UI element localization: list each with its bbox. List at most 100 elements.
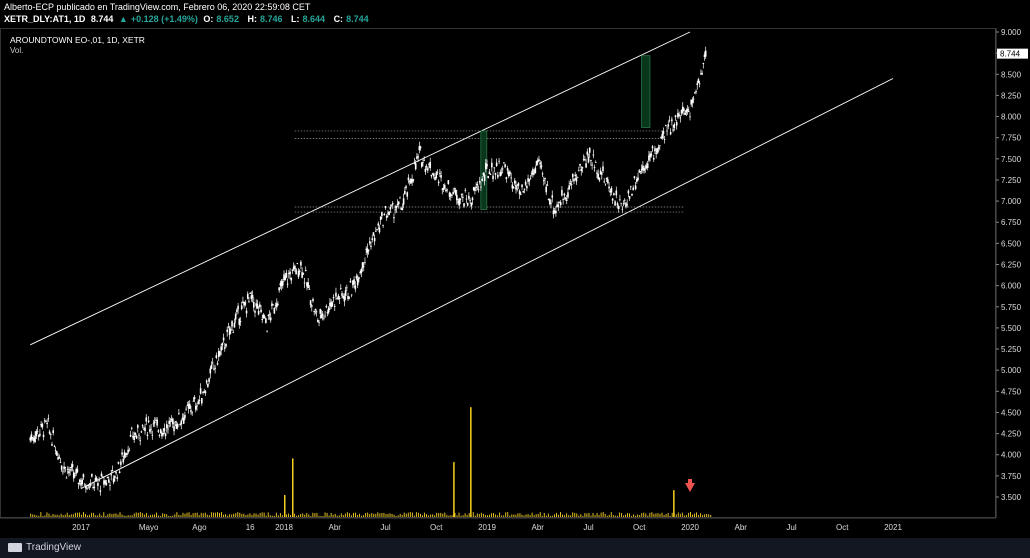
price-chart[interactable]: 9.0008.7508.5008.2508.0007.7507.5007.250… — [0, 0, 1030, 538]
candle-body — [602, 166, 604, 171]
volume-bar — [395, 515, 397, 517]
candle-body — [250, 295, 253, 299]
candle-body — [117, 461, 120, 464]
volume-bar — [87, 515, 88, 517]
candle-body — [675, 122, 678, 126]
candle-body — [513, 180, 516, 184]
candle-body — [266, 330, 268, 332]
candle-body — [660, 136, 662, 138]
candle-body — [526, 185, 528, 189]
candle-body — [49, 434, 52, 436]
candle-body — [226, 329, 229, 332]
volume-bar — [184, 513, 186, 517]
volume-bar — [667, 512, 669, 517]
candle-body — [147, 420, 150, 423]
y-tick-label: 5.750 — [1001, 303, 1022, 312]
volume-bar — [324, 512, 326, 517]
candle-body — [199, 388, 202, 394]
volume-bar — [340, 513, 342, 517]
candle-body — [249, 292, 251, 294]
volume-spike — [284, 495, 286, 517]
y-tick-label: 4.750 — [1001, 387, 1022, 396]
volume-bar — [444, 512, 446, 517]
candle-body — [371, 238, 374, 240]
candle-body — [419, 146, 422, 149]
volume-bar — [698, 515, 700, 517]
volume-bar — [568, 515, 570, 517]
volume-bar — [168, 515, 170, 517]
tradingview-brand[interactable]: TradingView — [8, 542, 81, 553]
candle-body — [516, 188, 519, 190]
x-tick-label: Ago — [192, 523, 207, 532]
candle-body — [559, 202, 562, 206]
candle-body — [367, 249, 370, 252]
volume-bar — [231, 514, 233, 517]
candle-body — [203, 391, 206, 393]
volume-bar — [515, 514, 517, 517]
candle-body — [304, 269, 307, 272]
candle-body — [680, 109, 683, 114]
candle-body — [634, 185, 637, 190]
candle-body — [524, 181, 527, 185]
candle-body — [54, 450, 57, 451]
candle-body — [506, 168, 509, 171]
candle-body — [587, 157, 590, 163]
volume-bar — [119, 512, 121, 517]
volume-bar — [527, 514, 529, 517]
candle-body — [278, 287, 280, 291]
volume-bar — [521, 514, 523, 517]
volume-bar — [580, 514, 582, 517]
candle-body — [463, 203, 465, 207]
candle-body — [99, 490, 102, 492]
candle-body — [609, 191, 612, 193]
candle-body — [201, 398, 203, 404]
candle-body — [254, 310, 256, 313]
candle-body — [679, 117, 682, 119]
volume-bar — [415, 512, 417, 517]
candle-body — [331, 302, 334, 307]
candle-body — [383, 213, 386, 216]
y-tick-label: 7.000 — [1001, 197, 1022, 206]
candle-body — [180, 420, 183, 425]
candle-body — [464, 189, 467, 191]
y-tick-label: 5.000 — [1001, 366, 1022, 375]
volume-bar — [625, 514, 626, 517]
candle-body — [34, 436, 36, 443]
candle-body — [410, 178, 412, 184]
volume-bar — [198, 515, 200, 517]
candle-body — [534, 167, 537, 173]
candle-body — [546, 184, 549, 186]
candle-body — [33, 437, 35, 442]
volume-bar — [491, 513, 492, 517]
volume-bar — [36, 515, 38, 517]
candle-body — [663, 138, 666, 140]
candle-body — [88, 486, 91, 488]
volume-bar — [586, 513, 588, 517]
volume-bar — [702, 515, 704, 517]
candle-body — [476, 183, 479, 186]
candle-body — [528, 179, 531, 182]
volume-bar — [101, 515, 103, 517]
candle-body — [440, 175, 442, 178]
candle-body — [445, 189, 447, 192]
candle-body — [393, 217, 395, 219]
candle-body — [214, 367, 216, 369]
candle-body — [209, 368, 212, 374]
close-label: C: 8.744 — [333, 14, 369, 24]
candle-body — [700, 73, 702, 75]
volume-bar — [139, 512, 141, 517]
x-tick-label: Oct — [633, 523, 646, 532]
candle-body — [205, 380, 208, 383]
volume-bar — [273, 515, 275, 517]
candle-body — [418, 146, 421, 151]
volume-bar — [332, 514, 334, 517]
low-label: L: 8.644 — [291, 14, 326, 24]
candle-body — [486, 164, 488, 167]
candle-body — [671, 119, 673, 122]
candle-body — [221, 342, 224, 346]
candle-body — [109, 485, 111, 486]
volume-bar — [210, 512, 212, 517]
volume-bar — [271, 515, 273, 517]
candle-body — [185, 408, 187, 410]
volume-bar — [641, 513, 643, 517]
